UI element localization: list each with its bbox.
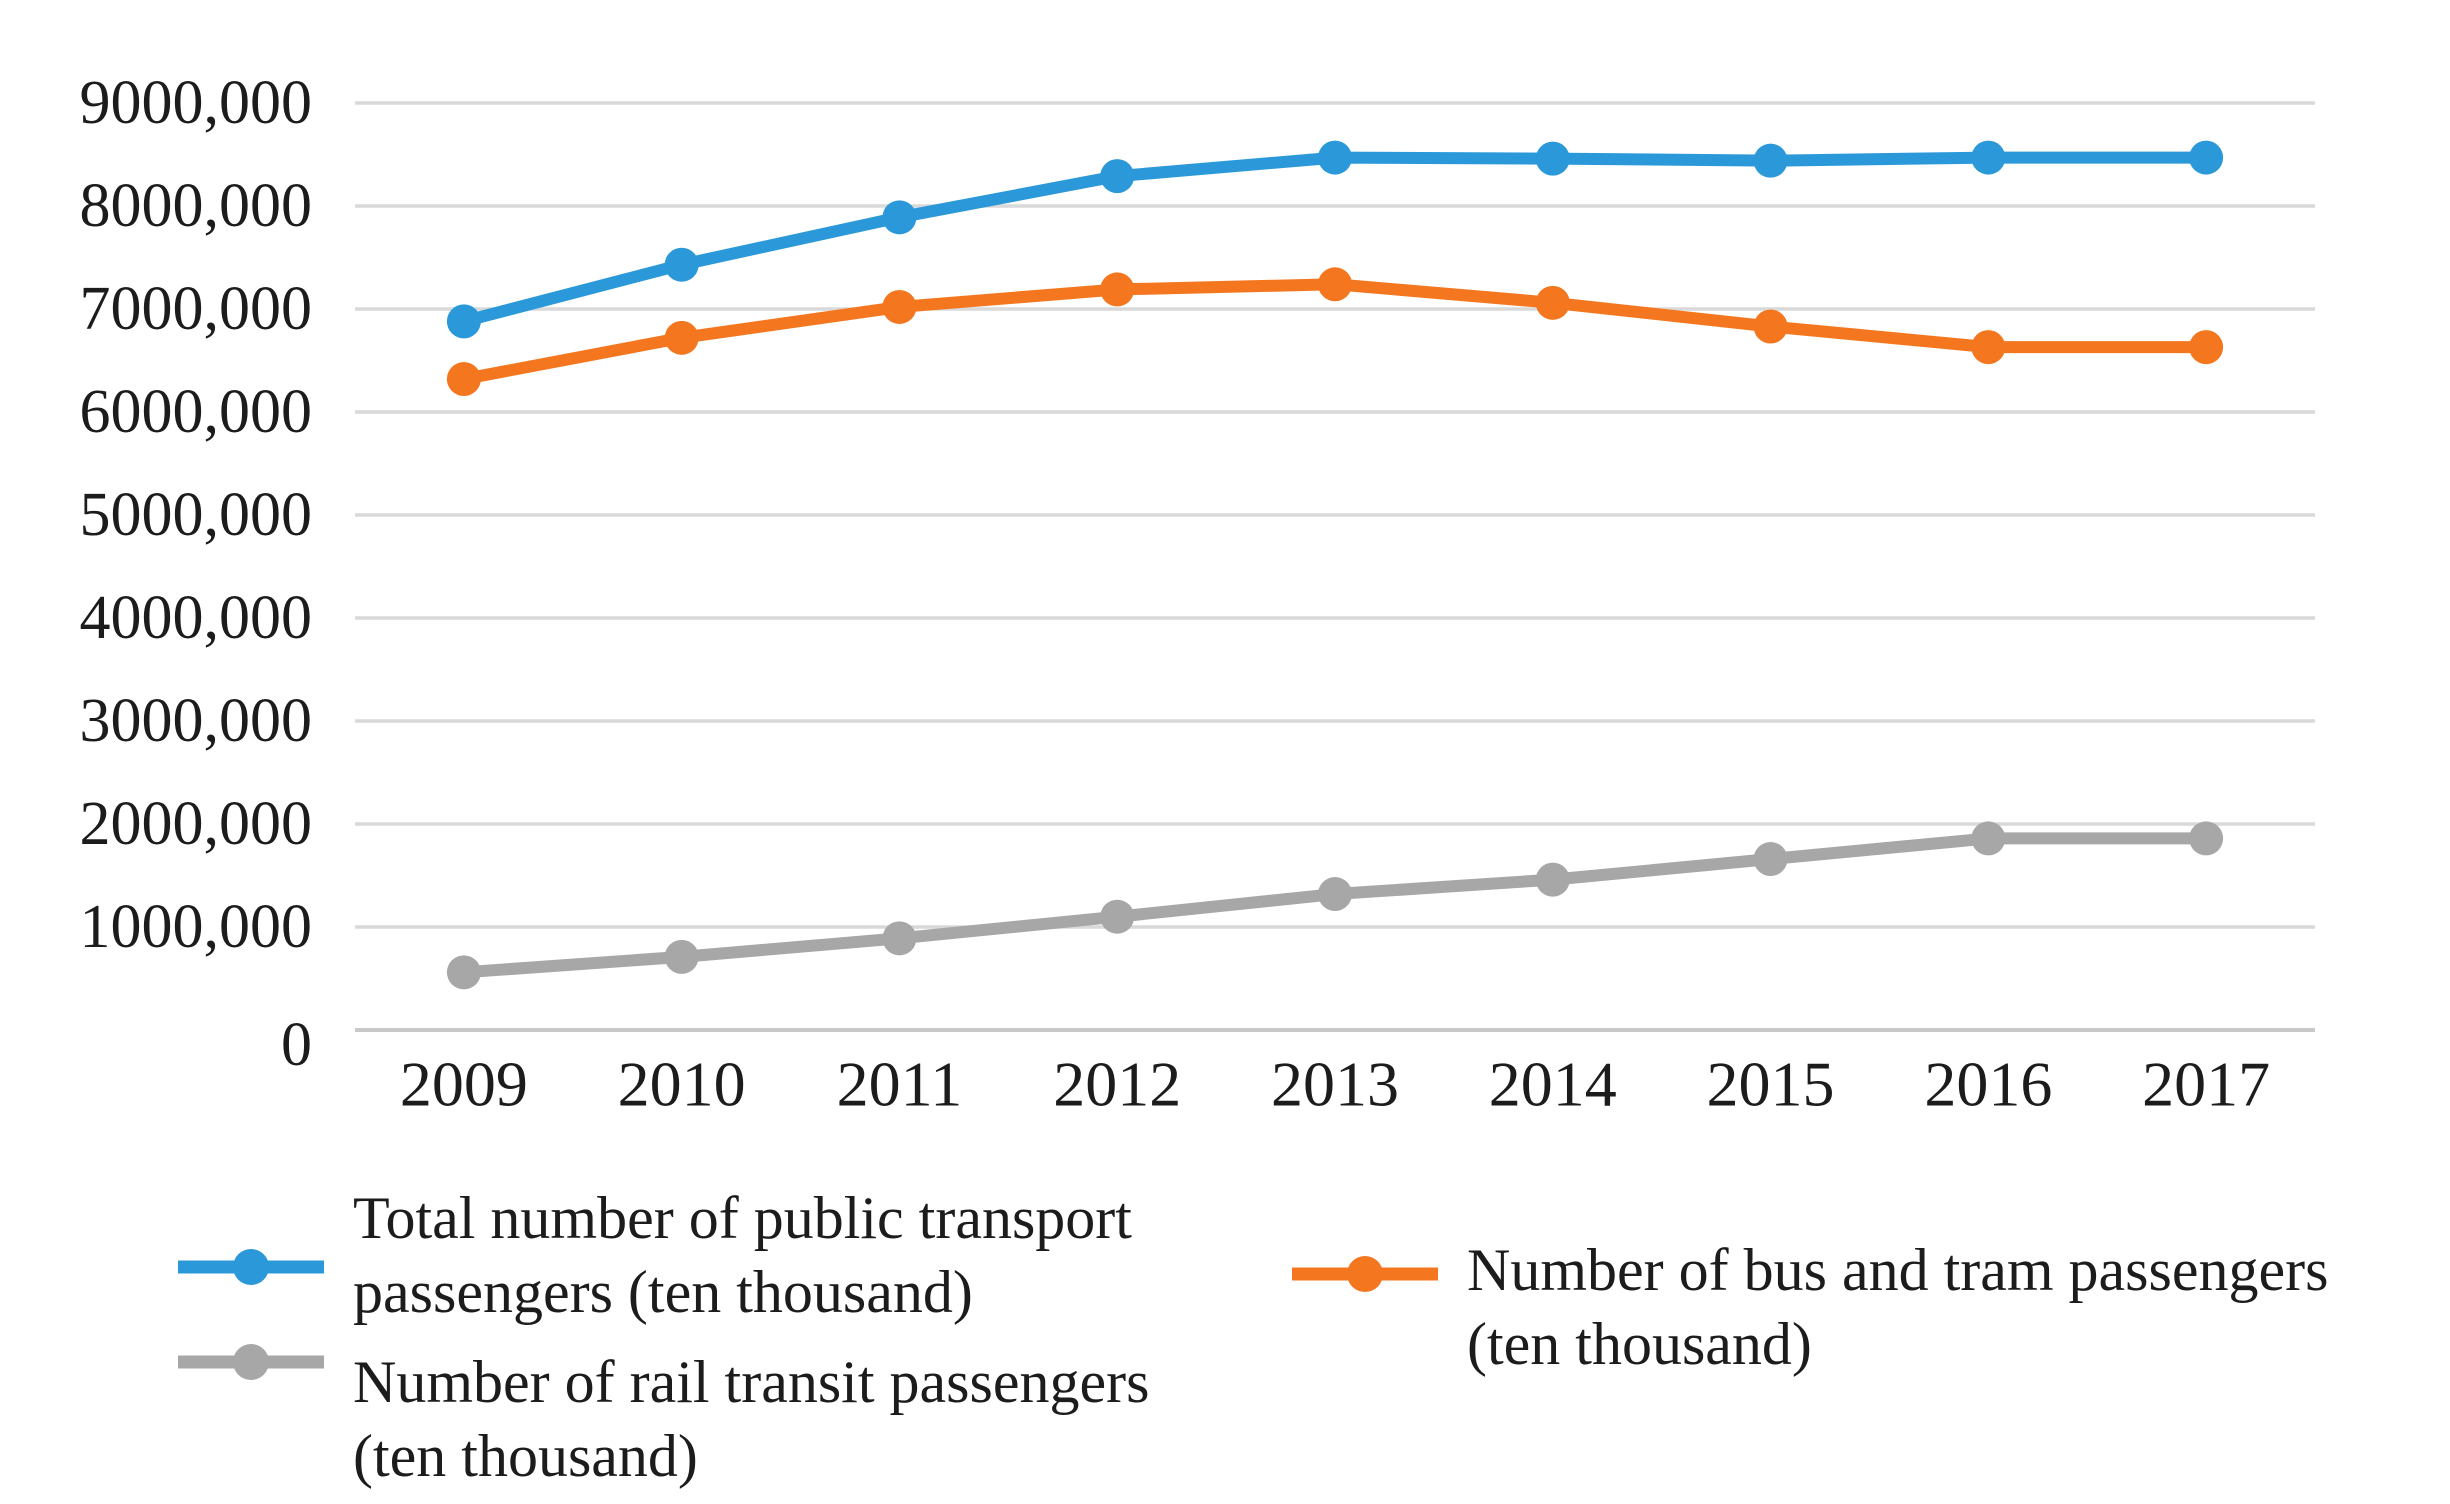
x-axis-tick-label-2009: 2009	[400, 1049, 528, 1120]
x-axis-tick-label-2013: 2013	[1271, 1049, 1399, 1120]
data-point-rail-2009	[446, 955, 481, 990]
data-point-total-2009	[446, 304, 481, 339]
data-point-rail-2015	[1753, 842, 1788, 877]
x-axis-tick-label-2014: 2014	[1489, 1049, 1617, 1120]
y-axis-tick-label-9: 9000,000	[80, 69, 313, 137]
data-point-rail-2014	[1535, 862, 1570, 897]
data-point-bus_tram-2014	[1535, 285, 1570, 320]
y-axis-tick-label-0: 0	[281, 1011, 312, 1079]
data-point-bus_tram-2009	[446, 362, 481, 397]
data-point-total-2014	[1535, 141, 1570, 176]
legend-marker-bus-tram-line-icon	[1292, 1256, 1438, 1292]
data-point-bus_tram-2016	[1971, 330, 2006, 365]
x-axis-tick-label-2010: 2010	[618, 1049, 746, 1120]
y-axis-tick-label-4: 4000,000	[80, 584, 313, 652]
legend-label-rail-line1: Number of rail transit passengers	[353, 1349, 1150, 1415]
data-point-rail-2013	[1318, 877, 1352, 912]
data-point-bus_tram-2013	[1318, 267, 1352, 302]
legend-marker-rail-line-icon	[178, 1344, 324, 1380]
data-point-bus_tram-2011	[882, 289, 917, 324]
legend-item-total: Total number of public transport passeng…	[176, 1181, 1276, 1371]
data-point-rail-2016	[1971, 821, 2006, 856]
data-point-total-2015	[1753, 143, 1788, 178]
legend-label-bus-tram: Number of bus and tram passengers (ten t…	[1467, 1233, 2328, 1381]
data-point-bus_tram-2012	[1100, 272, 1135, 307]
y-axis-tick-label-2: 2000,000	[80, 790, 313, 858]
data-point-total-2013	[1318, 140, 1352, 175]
data-point-total-2011	[882, 200, 917, 235]
data-point-total-2017	[2189, 140, 2224, 175]
data-point-rail-2011	[882, 921, 917, 956]
data-point-bus_tram-2010	[664, 320, 699, 355]
x-axis-tick-label-2012: 2012	[1053, 1049, 1181, 1120]
y-axis-tick-label-3: 3000,000	[80, 687, 313, 755]
y-axis-tick-label-5: 5000,000	[80, 481, 313, 549]
data-point-bus_tram-2015	[1753, 309, 1788, 344]
legend-item-rail: Number of rail transit passengers (ten t…	[176, 1344, 1276, 1504]
data-point-rail-2012	[1100, 899, 1135, 934]
legend-marker-total-line-icon	[178, 1249, 324, 1285]
data-point-rail-2010	[664, 939, 699, 974]
x-axis-tick-label-2017: 2017	[2142, 1049, 2270, 1120]
data-point-total-2012	[1100, 159, 1135, 194]
legend-item-bus-tram: Number of bus and tram passengers (ten t…	[1290, 1233, 2450, 1423]
data-point-total-2016	[1971, 140, 2006, 175]
legend-label-total: Total number of public transport passeng…	[353, 1181, 1132, 1329]
y-axis-tick-label-1: 1000,000	[80, 893, 313, 961]
data-point-rail-2017	[2189, 821, 2224, 856]
x-axis-tick-label-2011: 2011	[837, 1049, 963, 1120]
legend-label-total-line2: passengers (ten thousand)	[353, 1259, 973, 1325]
legend-label-rail: Number of rail transit passengers (ten t…	[353, 1345, 1149, 1493]
data-point-total-2010	[664, 247, 699, 282]
data-point-bus_tram-2017	[2189, 330, 2224, 365]
y-axis-tick-label-6: 6000,000	[80, 378, 313, 446]
legend-label-bus-tram-line1: Number of bus and tram passengers	[1467, 1237, 2329, 1303]
legend-label-total-line1: Total number of public transport	[353, 1185, 1132, 1251]
y-axis-tick-label-8: 8000,000	[80, 172, 313, 240]
x-axis-tick-label-2015: 2015	[1707, 1049, 1835, 1120]
y-axis-tick-label-7: 7000,000	[80, 275, 313, 343]
legend-label-bus-tram-line2: (ten thousand)	[1467, 1311, 1812, 1377]
legend-label-rail-line2: (ten thousand)	[353, 1423, 698, 1489]
x-axis-tick-label-2016: 2016	[1924, 1049, 2052, 1120]
